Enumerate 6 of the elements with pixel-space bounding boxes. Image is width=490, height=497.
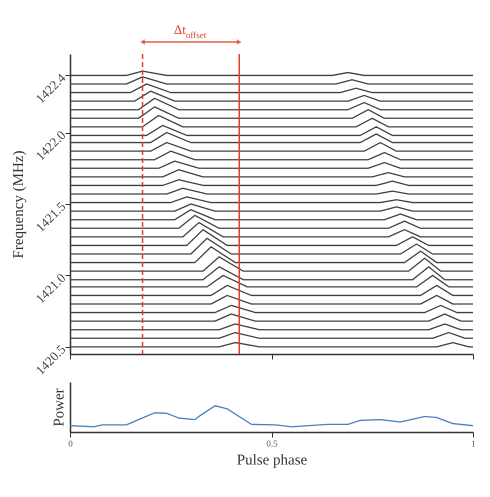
x-tick-label: 0	[68, 438, 74, 448]
x-tick-label: 0.5	[266, 438, 278, 448]
x-tick-label: 1	[471, 438, 476, 448]
y-axis-title: Power	[52, 388, 68, 427]
y-axis-title: Frequency (MHz)	[10, 150, 27, 258]
x-axis-title: Pulse phase	[236, 452, 308, 468]
